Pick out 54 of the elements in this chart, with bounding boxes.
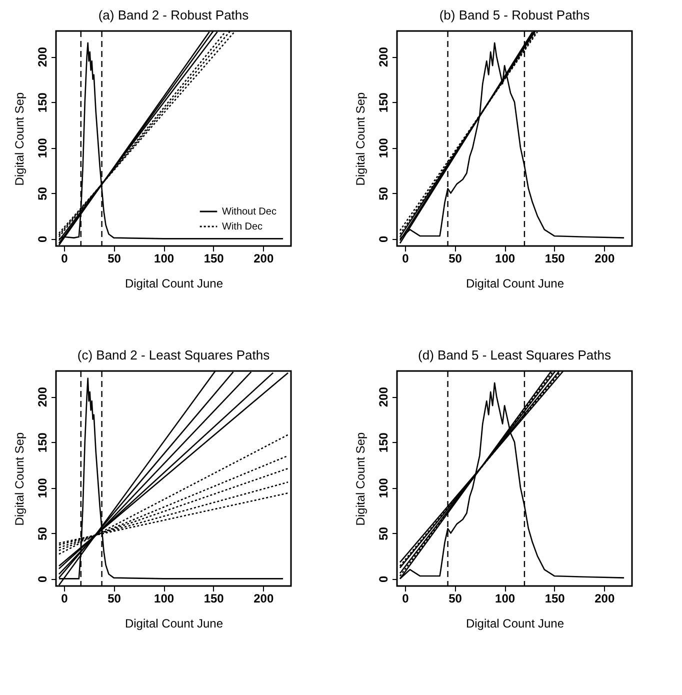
x-tick-label: 0	[61, 592, 68, 606]
y-tick-label: 0	[36, 576, 50, 583]
y-tick-label: 50	[36, 186, 50, 200]
x-tick-label: 100	[154, 252, 174, 266]
y-tick-label: 150	[376, 92, 390, 113]
y-tick-label: 100	[376, 478, 390, 498]
y-tick-label: 200	[376, 386, 390, 408]
x-tick-label: 50	[108, 252, 122, 266]
x-tick-label: 0	[402, 252, 410, 266]
x-tick-label: 200	[254, 592, 274, 606]
y-tick-label: 50	[376, 186, 390, 200]
y-tick-label: 200	[36, 386, 50, 408]
x-tick-label: 200	[594, 592, 615, 606]
y-axis-title: Digital Count Sep	[12, 432, 26, 526]
x-tick-label: 0	[61, 252, 68, 266]
y-tick-label: 200	[376, 46, 390, 68]
x-tick-label: 50	[108, 592, 122, 606]
y-tick-label: 100	[36, 478, 50, 498]
y-axis-title: Digital Count Sep	[354, 92, 368, 186]
x-axis-title: Digital Count June	[124, 616, 224, 630]
y-tick-label: 200	[36, 46, 50, 68]
x-tick-label: 100	[495, 252, 516, 266]
y-axis-title: Digital Count Sep	[354, 432, 368, 526]
y-tick-label: 100	[376, 138, 390, 158]
x-tick-label: 50	[448, 252, 462, 266]
x-tick-label: 100	[154, 592, 174, 606]
chart-title: (c) Band 2 - Least Squares Paths	[77, 347, 270, 362]
x-tick-label: 200	[254, 252, 274, 266]
x-tick-label: 200	[594, 252, 615, 266]
y-tick-label: 150	[36, 92, 50, 113]
y-tick-label: 50	[376, 526, 390, 540]
chart-title: (a) Band 2 - Robust Paths	[98, 7, 250, 22]
x-tick-label: 150	[544, 252, 566, 266]
legend-label: With Dec	[222, 222, 263, 232]
y-tick-label: 0	[36, 236, 50, 243]
x-tick-label: 150	[204, 252, 224, 266]
y-tick-label: 0	[376, 576, 390, 583]
y-tick-label: 150	[376, 432, 390, 453]
legend-label: Without Dec	[222, 206, 276, 218]
x-tick-label: 150	[544, 592, 566, 606]
chart-title: (b) Band 5 - Robust Paths	[439, 7, 590, 22]
x-tick-label: 150	[204, 592, 224, 606]
y-tick-label: 100	[36, 138, 50, 158]
x-axis-title: Digital Count June	[466, 616, 564, 630]
x-tick-label: 50	[448, 592, 462, 606]
x-tick-label: 0	[402, 592, 410, 606]
x-axis-title: Digital Count June	[124, 276, 224, 290]
x-axis-title: Digital Count June	[466, 276, 564, 290]
y-tick-label: 50	[36, 526, 50, 540]
x-tick-label: 100	[495, 592, 516, 606]
y-tick-label: 150	[36, 432, 50, 453]
y-tick-label: 0	[376, 236, 390, 243]
y-axis-title: Digital Count Sep	[12, 92, 26, 186]
chart-title: (d) Band 5 - Least Squares Paths	[418, 347, 612, 362]
